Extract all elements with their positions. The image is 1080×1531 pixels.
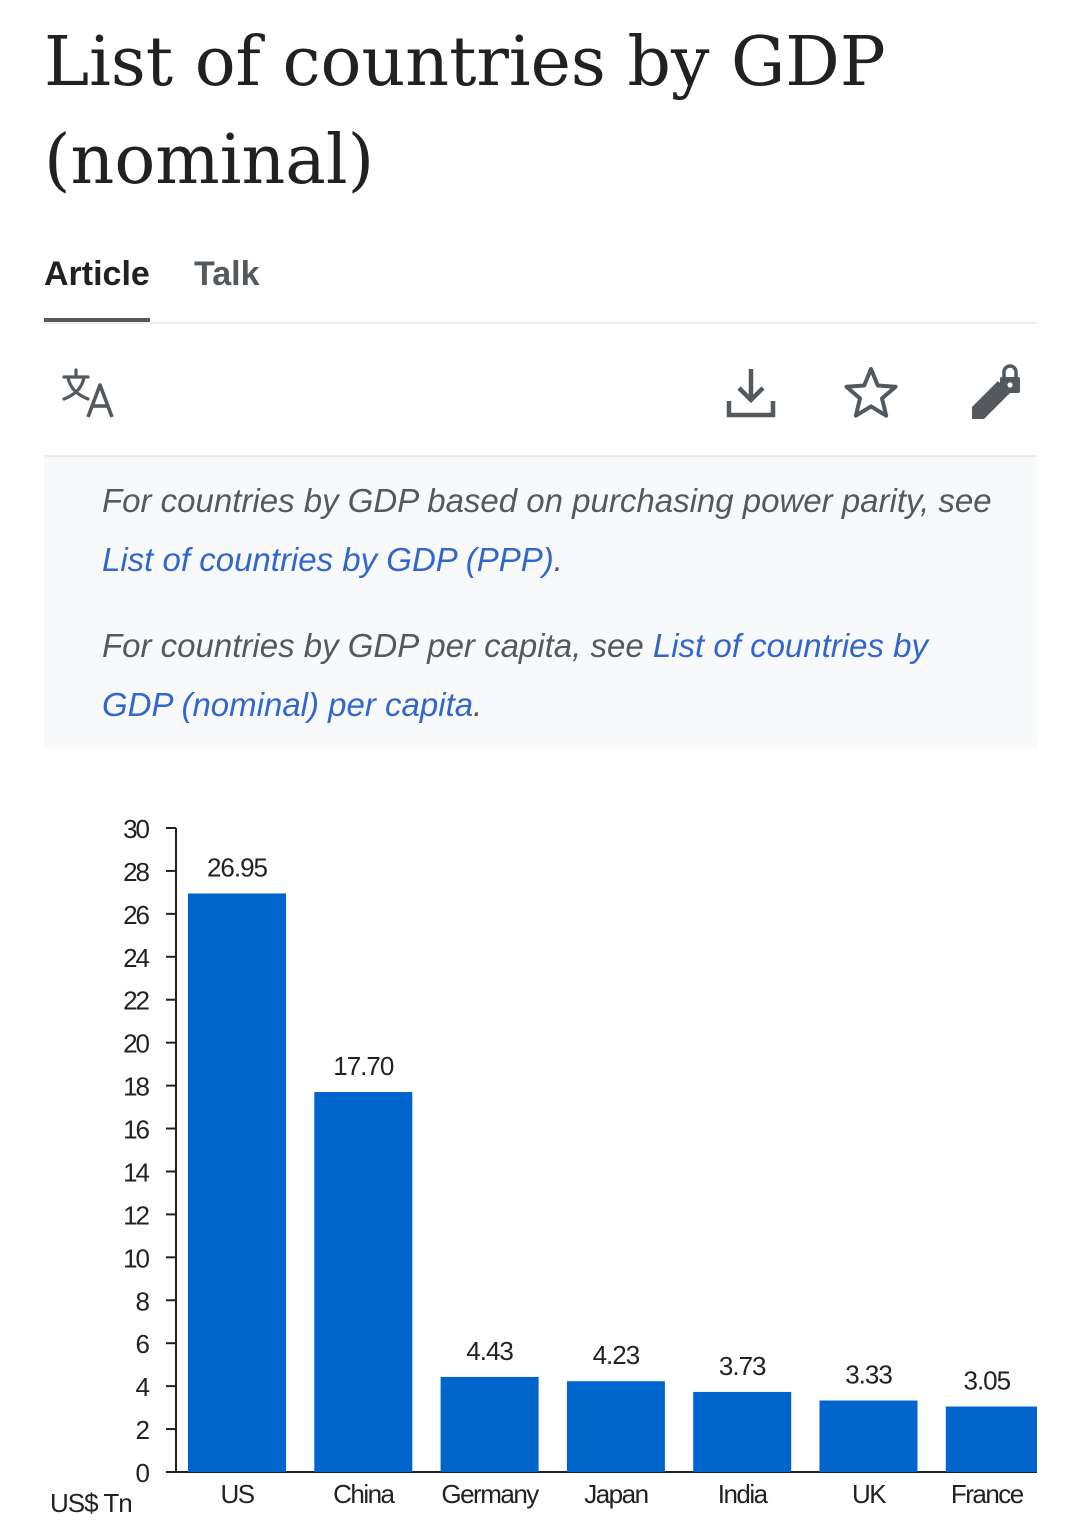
bar-france (945, 1406, 1037, 1472)
link-gdp-per-capita[interactable]: List of countries by GDP (nominal) per c… (102, 627, 928, 723)
data-label: 4.23 (593, 1340, 640, 1370)
edit-lock-icon[interactable] (960, 358, 1030, 428)
data-label: 17.70 (333, 1051, 394, 1081)
y-axis-label: US$ Tn (50, 1488, 132, 1518)
hatnote-ppp: For countries by GDP based on purchasing… (102, 471, 992, 589)
y-tick-label: 4 (136, 1372, 150, 1402)
x-tick-label: France (951, 1479, 1024, 1509)
tab-talk[interactable]: Talk (194, 255, 260, 293)
y-tick-label: 20 (123, 1029, 149, 1059)
hatnote-per-capita-suffix: . (473, 686, 483, 723)
y-tick-label: 24 (123, 943, 149, 973)
y-tick-label: 16 (123, 1115, 149, 1145)
y-tick-label: 8 (136, 1286, 150, 1316)
y-tick-label: 10 (123, 1243, 149, 1273)
y-tick-label: 30 (123, 814, 149, 844)
data-label: 26.95 (207, 852, 268, 882)
y-tick-label: 14 (123, 1157, 149, 1187)
y-tick-label: 22 (123, 986, 149, 1016)
x-tick-label: Japan (584, 1479, 647, 1509)
hatnote-per-capita-text: For countries by GDP per capita, see (102, 627, 653, 664)
bar-japan (566, 1381, 665, 1472)
y-tick-label: 26 (123, 900, 149, 930)
data-label: 3.73 (719, 1351, 766, 1381)
x-tick-label: China (333, 1479, 395, 1509)
page-toolbar (44, 348, 1037, 438)
bar-china (314, 1092, 413, 1472)
bar-us (188, 893, 286, 1472)
y-tick-label: 2 (136, 1415, 150, 1445)
page-tabs: Article Talk (44, 236, 1037, 324)
hatnote-ppp-suffix: . (553, 541, 563, 578)
x-tick-label: UK (852, 1479, 887, 1509)
page-title: List of countries by GDP (nominal) (44, 23, 886, 200)
data-label: 4.43 (466, 1336, 513, 1366)
bar-germany (440, 1376, 539, 1472)
bar-india (693, 1391, 792, 1472)
x-tick-label: US (220, 1479, 254, 1509)
data-label: 3.33 (845, 1360, 892, 1390)
bar-uk (819, 1400, 918, 1472)
link-gdp-ppp[interactable]: List of countries by GDP (PPP) (102, 541, 554, 578)
y-tick-label: 0 (136, 1458, 150, 1488)
y-tick-label: 6 (136, 1329, 150, 1359)
y-tick-label: 12 (123, 1200, 149, 1230)
hatnote-ppp-text: For countries by GDP based on purchasing… (102, 482, 992, 519)
language-icon[interactable] (54, 358, 124, 428)
hatnote-box: For countries by GDP based on purchasing… (44, 455, 1037, 749)
x-tick-label: Germany (441, 1479, 539, 1509)
y-tick-label: 18 (123, 1072, 149, 1102)
hatnote-per-capita: For countries by GDP per capita, see Lis… (102, 616, 992, 734)
star-icon[interactable] (836, 358, 906, 428)
tab-article[interactable]: Article (44, 250, 150, 322)
y-tick-label: 28 (123, 857, 149, 887)
x-tick-label: India (718, 1479, 769, 1509)
download-icon[interactable] (716, 358, 786, 428)
data-label: 3.05 (963, 1366, 1010, 1396)
